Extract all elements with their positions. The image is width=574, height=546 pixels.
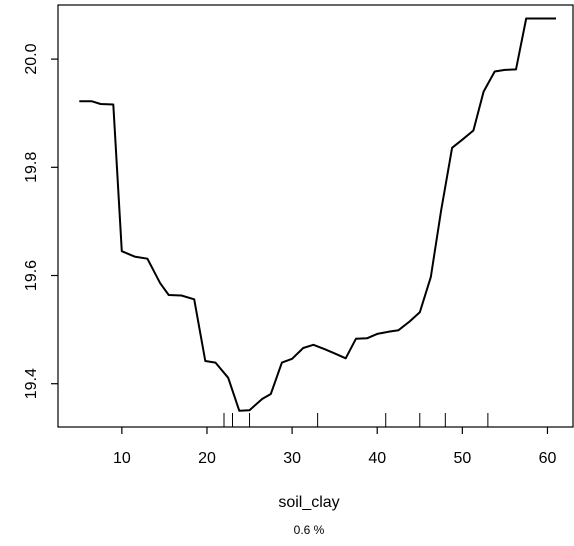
y-tick-label: 19.8 xyxy=(23,152,40,183)
y-tick-label: 19.4 xyxy=(23,368,40,399)
x-axis-label: soil_clay xyxy=(278,494,339,511)
x-tick-label: 10 xyxy=(113,450,131,467)
plot-frame xyxy=(57,4,574,428)
y-tick-label: 20.0 xyxy=(23,43,40,74)
x-tick-label: 60 xyxy=(539,450,557,467)
rug-ticks xyxy=(223,413,489,427)
y-tick-label: 19.6 xyxy=(23,260,40,291)
x-tick-label: 50 xyxy=(453,450,471,467)
axis-labels: soil_clay 0.6 % xyxy=(278,494,339,537)
plot-axes: 10 20 30 40 50 60 19.4 19.6 19.8 20.0 xyxy=(23,4,574,467)
x-tick-label: 20 xyxy=(198,450,216,467)
series-group xyxy=(79,17,556,412)
chart-subtitle: 0.6 % xyxy=(294,523,325,537)
series-line xyxy=(79,17,556,412)
x-tick-label: 30 xyxy=(283,450,301,467)
x-tick-label: 40 xyxy=(368,450,386,467)
